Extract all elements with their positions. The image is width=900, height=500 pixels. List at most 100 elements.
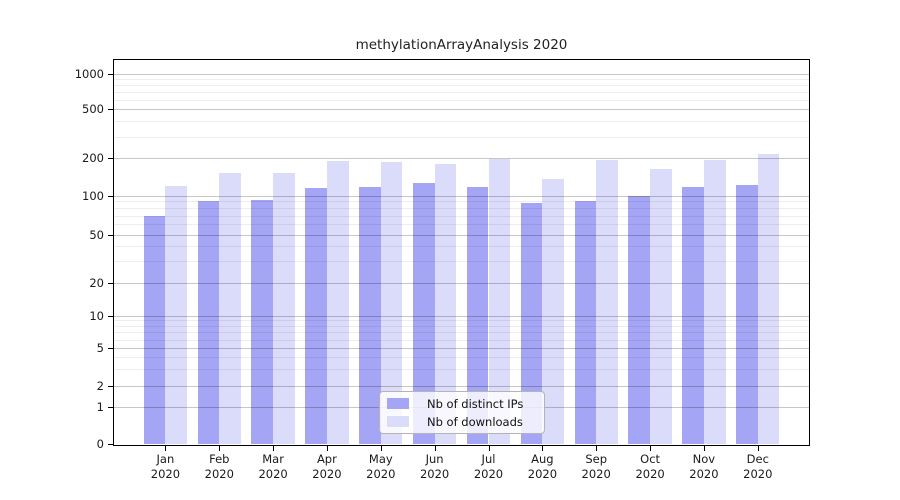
minor-gridline: [114, 85, 809, 87]
x-tick-label-year: 2020: [366, 467, 396, 481]
major-gridline: [114, 385, 809, 387]
x-tick-mark: [703, 446, 705, 451]
y-tick-label: 50: [89, 227, 104, 242]
bar-distinct-ips: [520, 202, 543, 444]
bar-distinct-ips: [197, 201, 220, 444]
minor-gridline: [114, 79, 809, 80]
x-tick-label-month: May: [368, 452, 393, 466]
x-tick-label: Mar 2020: [243, 452, 303, 482]
x-tick-mark: [542, 446, 544, 451]
x-tick-label-month: Sep: [585, 452, 608, 466]
legend-item-distinct-ips: Nb of distinct IPs: [387, 396, 536, 411]
x-tick-label: Dec 2020: [728, 452, 788, 482]
bar-distinct-ips: [466, 187, 489, 444]
y-tick-mark: [108, 234, 113, 236]
y-tick-mark: [108, 444, 113, 445]
x-tick-label-month: Jul: [481, 452, 496, 466]
minor-gridline: [114, 368, 809, 370]
major-gridline: [114, 109, 809, 111]
minor-gridline: [114, 100, 809, 101]
bar-downloads: [273, 173, 295, 444]
major-gridline: [114, 73, 809, 75]
x-tick-label-year: 2020: [204, 467, 234, 481]
x-tick-mark: [273, 446, 275, 451]
major-gridline: [114, 158, 809, 160]
bar-downloads: [165, 186, 188, 444]
x-tick-label-year: 2020: [635, 467, 665, 481]
y-tick-mark: [108, 385, 113, 387]
y-tick-mark: [108, 315, 113, 317]
minor-gridline: [114, 320, 809, 322]
y-tick-label: 20: [89, 275, 104, 290]
x-tick-label-year: 2020: [150, 467, 181, 481]
y-tick-label: 200: [82, 151, 104, 166]
y-tick-label: 0: [96, 437, 104, 451]
bar-downloads: [326, 160, 349, 444]
x-tick-mark: [488, 446, 490, 451]
x-tick-label-month: Apr: [316, 452, 337, 466]
chart-title: methylationArrayAnalysis 2020: [355, 37, 568, 53]
minor-gridline: [114, 357, 809, 359]
x-tick-mark: [434, 446, 436, 451]
y-tick-label: 5: [96, 341, 104, 355]
minor-gridline: [114, 136, 809, 138]
major-gridline: [114, 315, 809, 317]
bar-downloads: [757, 153, 780, 444]
legend: Nb of distinct IPs Nb of downloads: [379, 391, 545, 434]
minor-gridline: [114, 121, 809, 123]
x-tick-mark: [596, 446, 598, 451]
x-tick-label: Jan 2020: [135, 452, 195, 482]
x-tick-label-year: 2020: [527, 467, 558, 481]
y-tick-label: 100: [82, 188, 104, 203]
minor-gridline: [114, 215, 809, 217]
x-tick-mark: [650, 446, 652, 451]
x-tick-label: Feb 2020: [189, 452, 249, 482]
y-tick-mark: [108, 348, 113, 349]
bar-downloads: [219, 173, 241, 444]
minor-gridline: [114, 246, 809, 248]
bar-distinct-ips: [143, 215, 166, 444]
bar-distinct-ips: [359, 186, 381, 444]
minor-gridline: [114, 92, 809, 93]
x-tick-label: Nov 2020: [674, 452, 734, 482]
minor-gridline: [114, 201, 809, 203]
x-tick-mark: [219, 446, 221, 451]
bar-downloads: [434, 163, 457, 444]
y-tick-mark: [108, 407, 113, 408]
legend-swatch-downloads: [387, 416, 409, 427]
minor-gridline: [114, 261, 809, 263]
bar-downloads: [542, 179, 564, 444]
x-tick-mark: [326, 446, 328, 451]
major-gridline: [114, 282, 809, 284]
bar-downloads: [650, 168, 672, 444]
bar-downloads: [703, 160, 726, 444]
bar-downloads: [596, 160, 618, 444]
y-tick-mark: [108, 195, 113, 197]
x-tick-label-month: Dec: [746, 452, 769, 466]
bar-distinct-ips: [682, 187, 704, 444]
minor-gridline: [114, 224, 809, 226]
x-tick-label-month: Jun: [425, 452, 444, 466]
x-tick-label-year: 2020: [312, 467, 342, 481]
y-tick-label: 1: [96, 400, 104, 414]
x-tick-label: Aug 2020: [512, 452, 572, 482]
y-tick-label: 1000: [74, 66, 104, 81]
minor-gridline: [114, 332, 809, 334]
x-tick-mark: [380, 446, 382, 451]
major-gridline: [114, 195, 809, 197]
y-tick-mark: [108, 73, 113, 75]
bar-distinct-ips: [251, 199, 274, 444]
legend-item-downloads: Nb of downloads: [387, 414, 536, 429]
y-tick-label: 2: [96, 378, 104, 393]
x-tick-mark: [165, 446, 167, 451]
legend-swatch-distinct-ips: [387, 398, 409, 409]
x-tick-label: May 2020: [351, 452, 411, 482]
x-tick-label-month: Feb: [209, 452, 230, 466]
minor-gridline: [114, 339, 809, 341]
bar-distinct-ips: [412, 183, 435, 444]
y-tick-mark: [108, 109, 113, 111]
bar-distinct-ips: [574, 201, 597, 444]
x-tick-label-year: 2020: [581, 467, 611, 481]
x-tick-mark: [757, 446, 759, 451]
bar-distinct-ips: [736, 184, 758, 444]
